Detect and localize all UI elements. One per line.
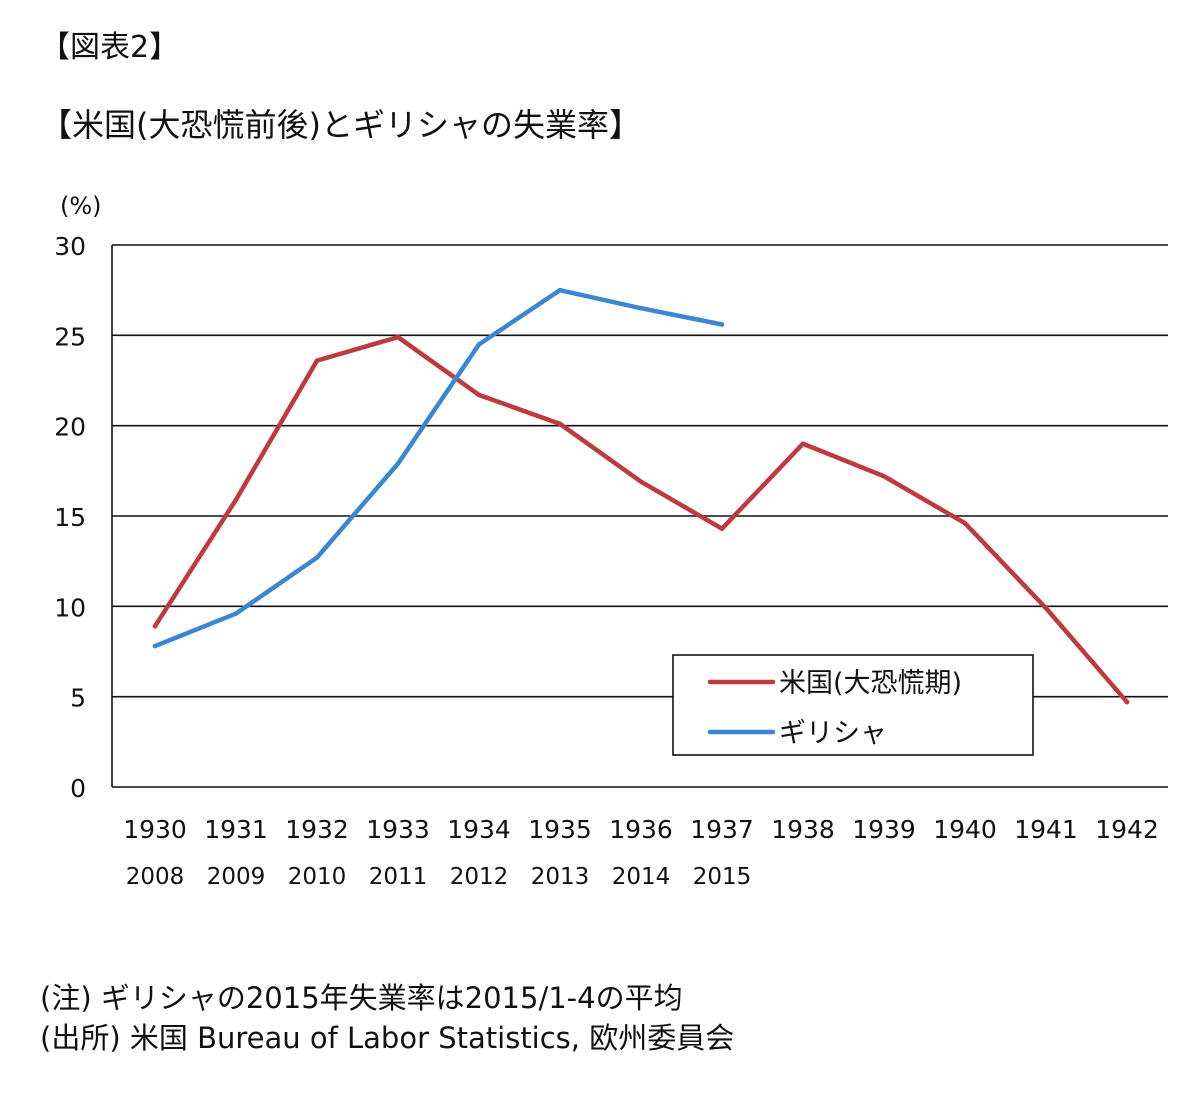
x-tick-label-us: 1932 bbox=[285, 815, 349, 844]
x-tick-label-us: 1931 bbox=[204, 815, 268, 844]
y-tick-label: 25 bbox=[54, 322, 86, 351]
data-point bbox=[152, 643, 158, 649]
x-tick-label-greece: 2011 bbox=[369, 864, 428, 890]
y-tick-label: 15 bbox=[54, 503, 86, 532]
y-tick-label: 30 bbox=[54, 232, 86, 261]
y-tick-label: 20 bbox=[54, 413, 86, 442]
notes: (注) ギリシャの2015年失業率は2015/1-4の平均 (出所) 米国 Bu… bbox=[40, 978, 734, 1058]
x-tick-label-greece: 2009 bbox=[207, 864, 266, 890]
line-chart: 0 5 10 15 20 25 30 (%) 1930 1931 1932 1933 1934 1935 1… bbox=[54, 192, 1168, 890]
y-tick-label: 10 bbox=[54, 593, 86, 622]
data-point bbox=[557, 287, 563, 293]
x-tick-label-greece: 2015 bbox=[693, 864, 752, 890]
data-point bbox=[638, 479, 644, 484]
data-point bbox=[314, 555, 320, 560]
data-point bbox=[800, 441, 806, 447]
chart-title: 【米国(大恐慌前後)とギリシャの失業率】 bbox=[40, 106, 641, 144]
x-tick-label-us: 1942 bbox=[1095, 815, 1159, 844]
y-tick-label: 5 bbox=[70, 684, 86, 713]
data-point bbox=[476, 392, 482, 398]
legend-box bbox=[672, 654, 1034, 756]
x-tick-label-us: 1935 bbox=[528, 815, 592, 844]
x-tick-label-greece: 2013 bbox=[531, 864, 590, 890]
data-point bbox=[233, 611, 239, 616]
x-tick-label-us: 1934 bbox=[447, 815, 511, 844]
x-tick-label-greece: 2014 bbox=[612, 864, 671, 890]
data-point bbox=[395, 461, 401, 466]
y-axis-unit: (%) bbox=[60, 192, 102, 220]
x-tick-label-us: 1940 bbox=[933, 815, 997, 844]
data-point bbox=[719, 526, 725, 531]
data-point bbox=[152, 623, 158, 629]
x-tick-label-greece: 2010 bbox=[288, 864, 347, 890]
data-point bbox=[476, 342, 482, 347]
data-point bbox=[962, 520, 968, 526]
x-tick-label-us: 1933 bbox=[366, 815, 430, 844]
data-point bbox=[395, 334, 401, 340]
series-line-us bbox=[152, 334, 1130, 705]
x-tick-label-us: 1937 bbox=[690, 815, 754, 844]
y-tick-label: 0 bbox=[70, 774, 86, 803]
x-tick-label-greece: 2012 bbox=[450, 864, 509, 890]
x-tick-label-us: 1939 bbox=[852, 815, 916, 844]
data-point bbox=[881, 473, 887, 479]
data-point bbox=[233, 497, 239, 503]
x-tick-label-us: 1930 bbox=[123, 815, 187, 844]
data-point bbox=[638, 305, 644, 311]
note-text: (注) ギリシャの2015年失業率は2015/1-4の平均 bbox=[40, 981, 683, 1015]
legend-label: 米国(大恐慌期) bbox=[779, 668, 962, 699]
x-tick-label-us: 1936 bbox=[609, 815, 673, 844]
figure-label: 【図表2】 bbox=[40, 30, 180, 65]
x-tick-label-greece: 2008 bbox=[126, 864, 185, 890]
legend-label: ギリシャ bbox=[779, 718, 887, 749]
data-point bbox=[719, 322, 725, 327]
series-line-greece bbox=[152, 287, 725, 649]
source-text: (出所) 米国 Bureau of Labor Statistics, 欧州委員… bbox=[40, 1021, 735, 1055]
data-point bbox=[1043, 605, 1049, 611]
data-point bbox=[1124, 699, 1130, 705]
data-point bbox=[557, 421, 563, 427]
x-tick-label-us: 1941 bbox=[1014, 815, 1078, 844]
x-tick-label-us: 1938 bbox=[771, 815, 835, 844]
data-point bbox=[314, 358, 320, 363]
